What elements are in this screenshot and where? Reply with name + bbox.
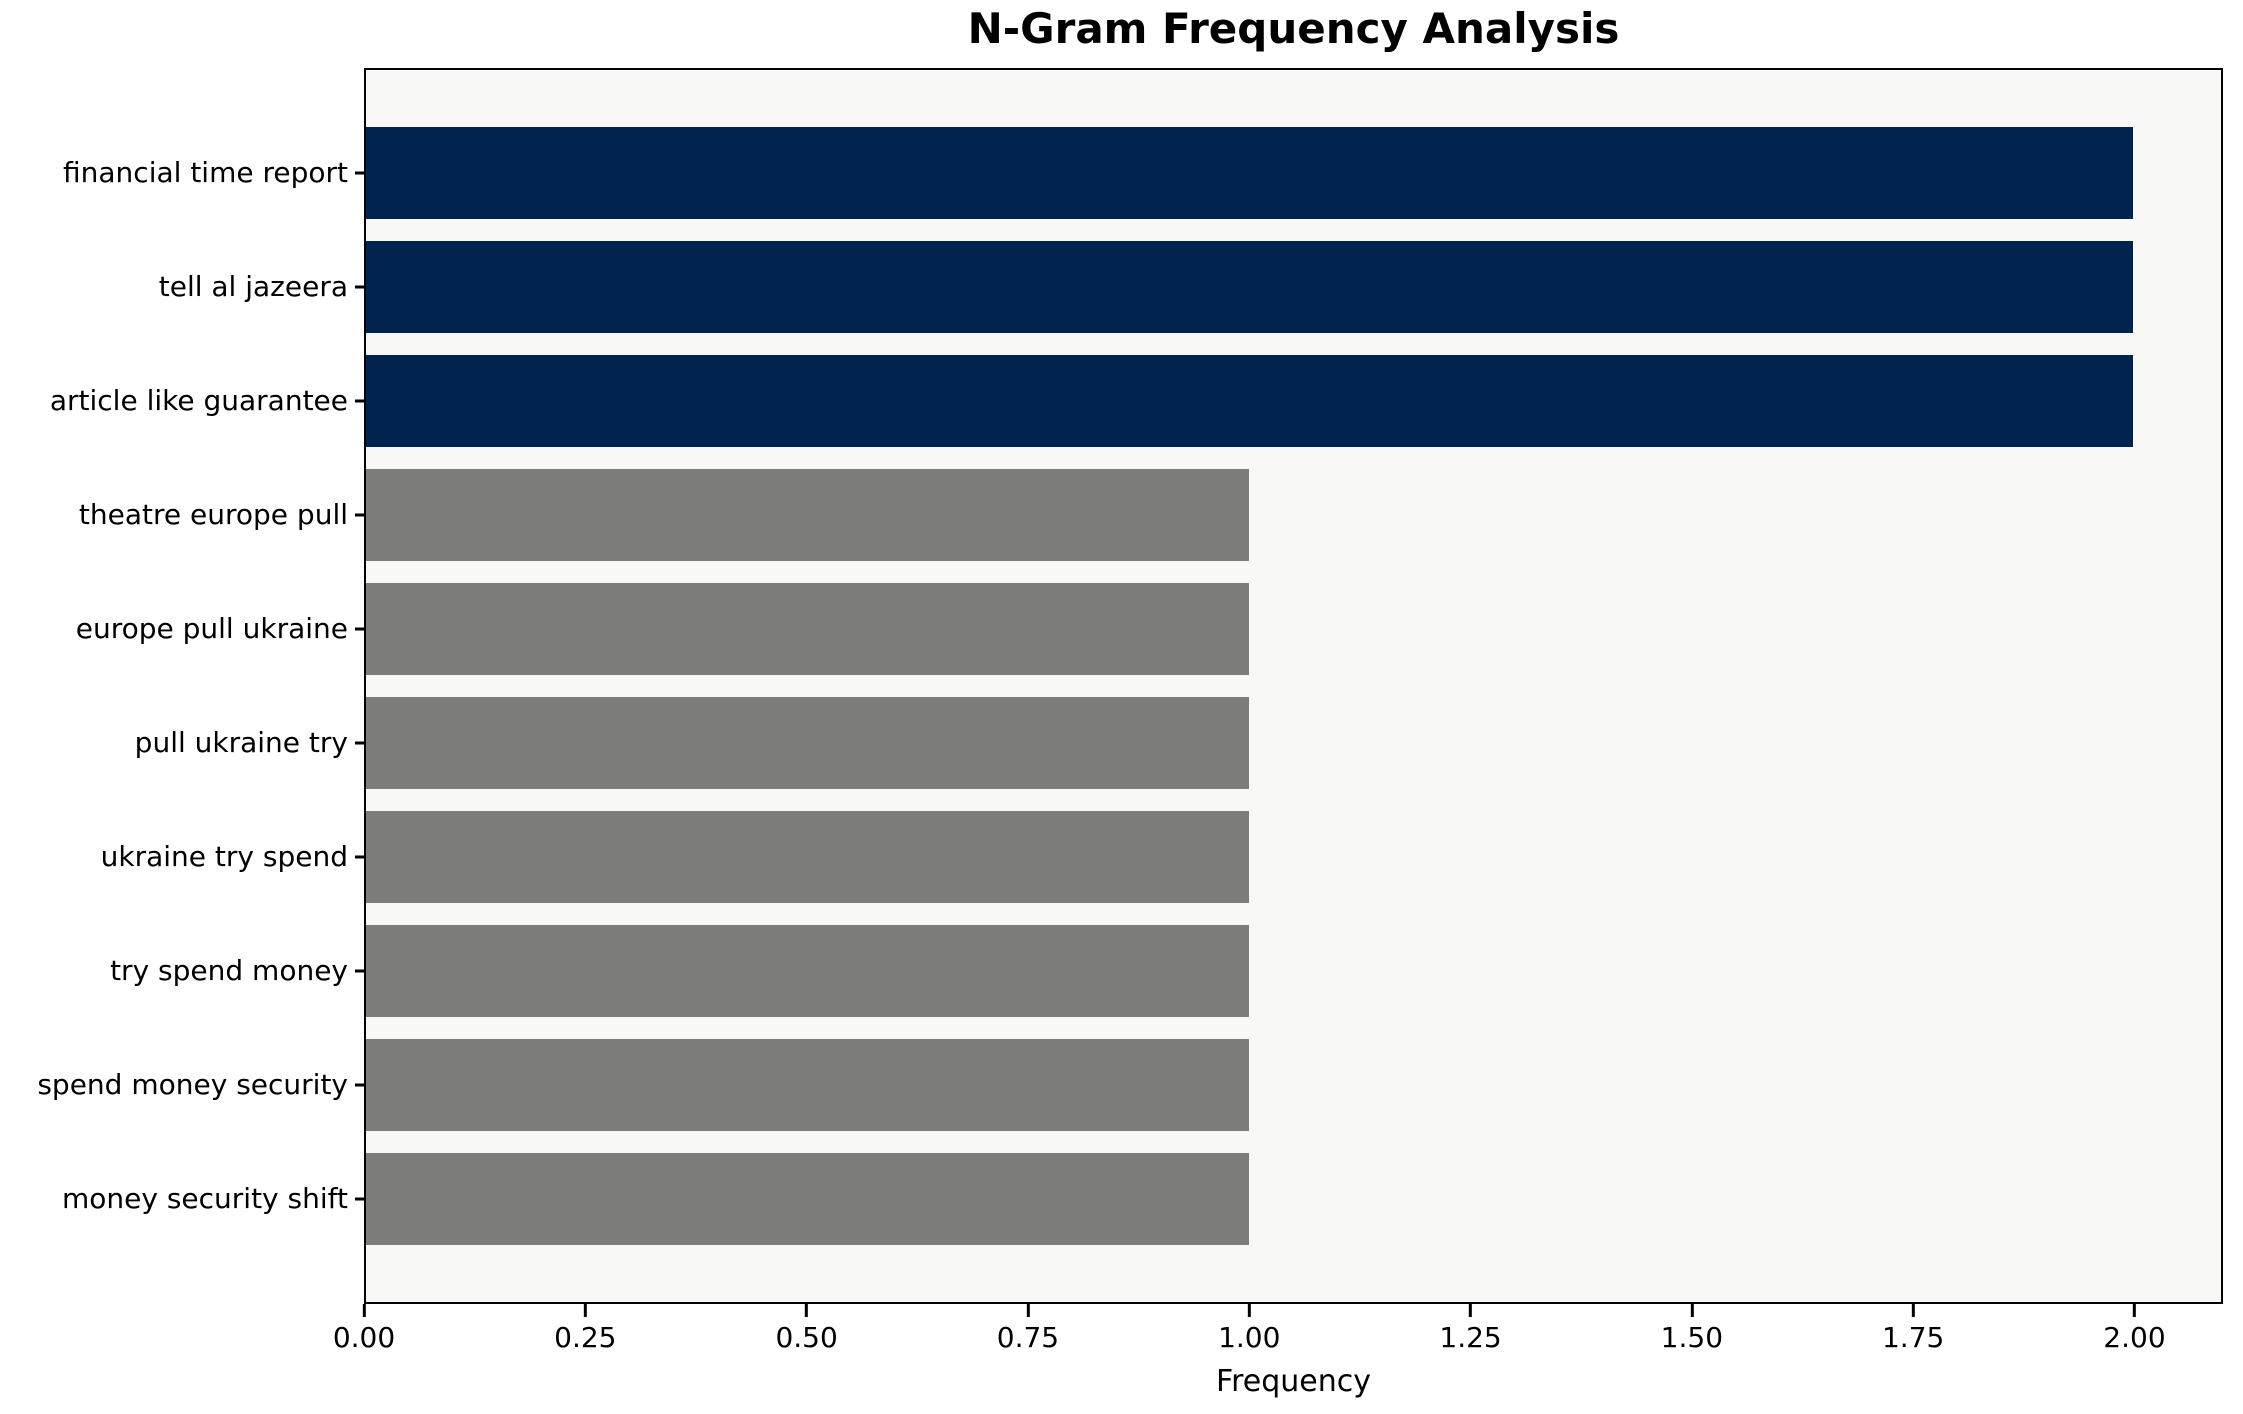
x-tick-mark <box>583 1304 587 1317</box>
y-axis-label: tell al jazeera <box>158 270 348 303</box>
bar-row: article like guarantee <box>50 355 2221 447</box>
y-axis-label: pull ukraine try <box>134 726 348 759</box>
x-tick: 1.25 <box>1439 1304 1502 1354</box>
bar <box>366 469 1250 561</box>
y-tick-mark <box>355 285 364 289</box>
y-axis-label: ukraine try spend <box>100 840 348 873</box>
bar-row: europe pull ukraine <box>76 583 2221 675</box>
bar-row: pull ukraine try <box>135 697 2221 789</box>
y-axis-label: theatre europe pull <box>78 498 348 531</box>
bar-row: money security shift <box>62 1153 2221 1245</box>
x-tick-mark <box>1469 1304 1473 1317</box>
x-tick-mark <box>805 1304 809 1317</box>
bar <box>366 583 1250 675</box>
x-tick: 2.00 <box>2103 1304 2166 1354</box>
x-axis: 0.00 0.25 0.50 0.75 1.00 1.25 1.50 1.75 <box>333 1304 2223 1364</box>
bar <box>366 241 2133 333</box>
x-tick-label: 0.75 <box>996 1321 1060 1354</box>
y-tick-mark <box>355 513 364 517</box>
bar <box>366 355 2133 447</box>
bar <box>366 697 1250 789</box>
bar <box>366 925 1250 1017</box>
x-tick-mark <box>1690 1304 1694 1317</box>
y-tick-mark <box>355 1083 364 1087</box>
bar-row: try spend money <box>110 925 2221 1017</box>
y-tick-mark <box>355 969 364 973</box>
x-tick-mark <box>1911 1304 1915 1317</box>
y-tick-mark <box>355 855 364 859</box>
x-tick-label: 1.00 <box>1218 1321 1281 1354</box>
x-tick-mark <box>1026 1304 1030 1317</box>
x-tick: 1.75 <box>1882 1304 1944 1352</box>
bar <box>366 1039 1250 1131</box>
x-tick-label: 1.25 <box>1439 1321 1502 1354</box>
y-axis-label: europe pull ukraine <box>75 612 348 645</box>
plot-area: financial time report tell al jazeera ar… <box>37 68 2223 1304</box>
bar <box>366 127 2133 219</box>
y-tick-mark <box>355 171 364 175</box>
x-tick-label: 0.00 <box>332 1321 396 1354</box>
chart-title: N-Gram Frequency Analysis <box>967 4 1620 53</box>
y-tick-mark <box>355 627 364 631</box>
x-tick-mark <box>362 1304 366 1317</box>
y-axis-label: financial time report <box>63 156 348 189</box>
y-axis-label: spend money security <box>37 1068 348 1101</box>
bar-row: theatre europe pull <box>79 469 2221 561</box>
bar <box>366 811 1250 903</box>
x-tick-mark <box>2132 1304 2136 1317</box>
x-tick-label: 2.00 <box>2103 1321 2166 1354</box>
x-axis-title: Frequency <box>1216 1364 1371 1399</box>
y-axis-label: article like guarantee <box>49 384 348 417</box>
y-tick-mark <box>355 1197 364 1201</box>
y-tick-mark <box>355 741 364 745</box>
x-tick: 1.00 <box>1218 1304 1280 1352</box>
x-tick: 0.00 <box>333 1304 395 1352</box>
x-tick: 0.75 <box>997 1304 1059 1352</box>
y-tick-mark <box>355 399 364 403</box>
x-tick-label: 0.25 <box>554 1321 617 1354</box>
bar-row: ukraine try spend <box>101 811 2221 903</box>
x-tick: 0.50 <box>775 1304 838 1354</box>
bar-row: financial time report <box>63 127 2221 219</box>
y-axis-label: money security shift <box>61 1182 348 1215</box>
x-tick: 1.50 <box>1661 1304 1723 1352</box>
x-tick-label: 0.50 <box>775 1321 838 1354</box>
bar <box>366 1153 1250 1245</box>
x-tick-label: 1.50 <box>1660 1321 1724 1354</box>
x-tick-mark <box>1247 1304 1251 1317</box>
bar-row: tell al jazeera <box>159 241 2221 333</box>
x-tick: 0.25 <box>554 1304 616 1352</box>
x-tick-label: 1.75 <box>1881 1321 1945 1354</box>
y-axis-label: try spend money <box>110 954 348 987</box>
bar-row: spend money security <box>37 1039 2221 1131</box>
